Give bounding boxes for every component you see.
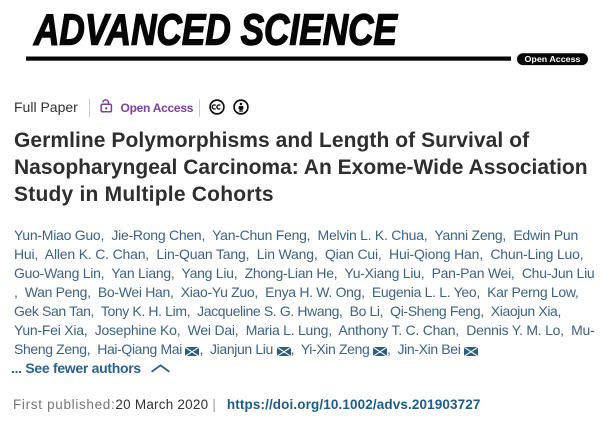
svg-text:Open Access: Open Access [525,55,582,64]
svg-text:ADVANCED SCIENCE: ADVANCED SCIENCE [33,7,398,55]
